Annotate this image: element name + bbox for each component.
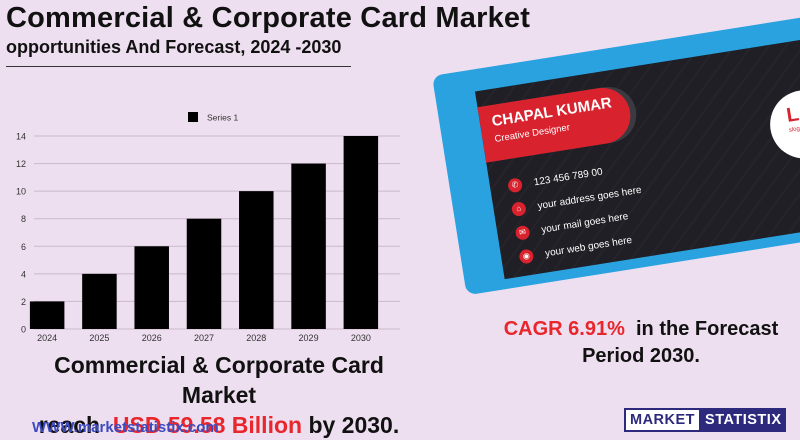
y-tick-label: 10 [16, 187, 26, 197]
x-tick-label: 2024 [37, 333, 57, 343]
y-tick-label: 2 [21, 297, 26, 307]
card-phone-row: ✆ 123 456 789 00 [507, 165, 604, 194]
bar [134, 246, 169, 329]
y-tick-label: 8 [21, 214, 26, 224]
bar [82, 273, 117, 329]
mail-icon: ✉ [514, 224, 531, 241]
headline: Commercial & Corporate Card Market reach… [14, 350, 424, 440]
y-tick-label: 4 [21, 269, 26, 279]
bar [291, 163, 326, 329]
card-logo-badge: LOGO slogan goes here [765, 78, 800, 164]
card-phone: 123 456 789 00 [533, 166, 604, 188]
card-mail: your mail goes here [540, 210, 630, 236]
brand-logo: MARKET STATISTIX [624, 408, 792, 432]
headline-line1: Commercial & Corporate Card Market [54, 352, 384, 408]
legend-label: Series 1 [207, 113, 238, 123]
bar-chart: 0 2 4 6 8 10 12 14 2024 2025 2026 2027 2028 2029 2030 S… [16, 112, 400, 343]
brand-logo-part2: STATISTIX [701, 408, 786, 432]
cagr-value: CAGR 6.91% [503, 318, 625, 340]
y-tick-label: 0 [21, 325, 26, 335]
card-logo-text: LOGO [784, 95, 800, 127]
x-tick-label: 2026 [142, 333, 162, 343]
x-tick-label: 2028 [246, 333, 266, 343]
x-tick-label: 2027 [194, 333, 214, 343]
title-divider [6, 66, 351, 67]
bar [186, 218, 222, 329]
y-tick-label: 14 [16, 132, 26, 142]
globe-icon: ◉ [518, 248, 535, 265]
phone-icon: ✆ [507, 177, 524, 194]
y-tick-label: 12 [16, 159, 26, 169]
headline-pre: reach [38, 412, 101, 438]
cagr-text-2: Period 2030. [582, 345, 700, 367]
cagr-text-1: in the Forecast [636, 318, 779, 340]
x-tick-label: 2029 [299, 333, 319, 343]
bar [239, 191, 274, 329]
x-tick-label: 2025 [89, 333, 109, 343]
bar [29, 301, 65, 329]
headline-market-value: USD 59.58 Billion [112, 412, 303, 438]
x-tick-label: 2030 [351, 333, 371, 343]
business-card-image: CHAPAL KUMAR Creative Designer LOGO slog… [432, 10, 800, 296]
headline-post: by 2030. [308, 412, 400, 438]
website-link[interactable]: WWW.marketstatistix.com [32, 419, 219, 436]
y-tick-label: 6 [21, 242, 26, 252]
page-subtitle: opportunities And Forecast, 2024 -2030 [6, 37, 342, 57]
card-web: your web goes here [544, 234, 633, 259]
bar [343, 136, 379, 329]
brand-logo-part1: MARKET [624, 408, 702, 432]
legend-swatch [188, 112, 198, 122]
card-address: your address goes here [536, 184, 643, 212]
card-name-banner: CHAPAL KUMAR Creative Designer [477, 83, 635, 163]
home-icon: ⌂ [510, 201, 527, 218]
cagr-callout: CAGR 6.91% in the Forecast Period 2030. [486, 316, 796, 370]
page-title: Commercial & Corporate Card Market [6, 2, 531, 34]
